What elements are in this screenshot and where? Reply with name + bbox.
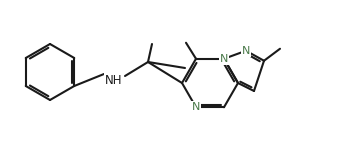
Text: N: N: [242, 46, 250, 56]
Text: NH: NH: [105, 74, 123, 87]
Text: N: N: [220, 54, 228, 64]
Text: N: N: [192, 102, 200, 112]
